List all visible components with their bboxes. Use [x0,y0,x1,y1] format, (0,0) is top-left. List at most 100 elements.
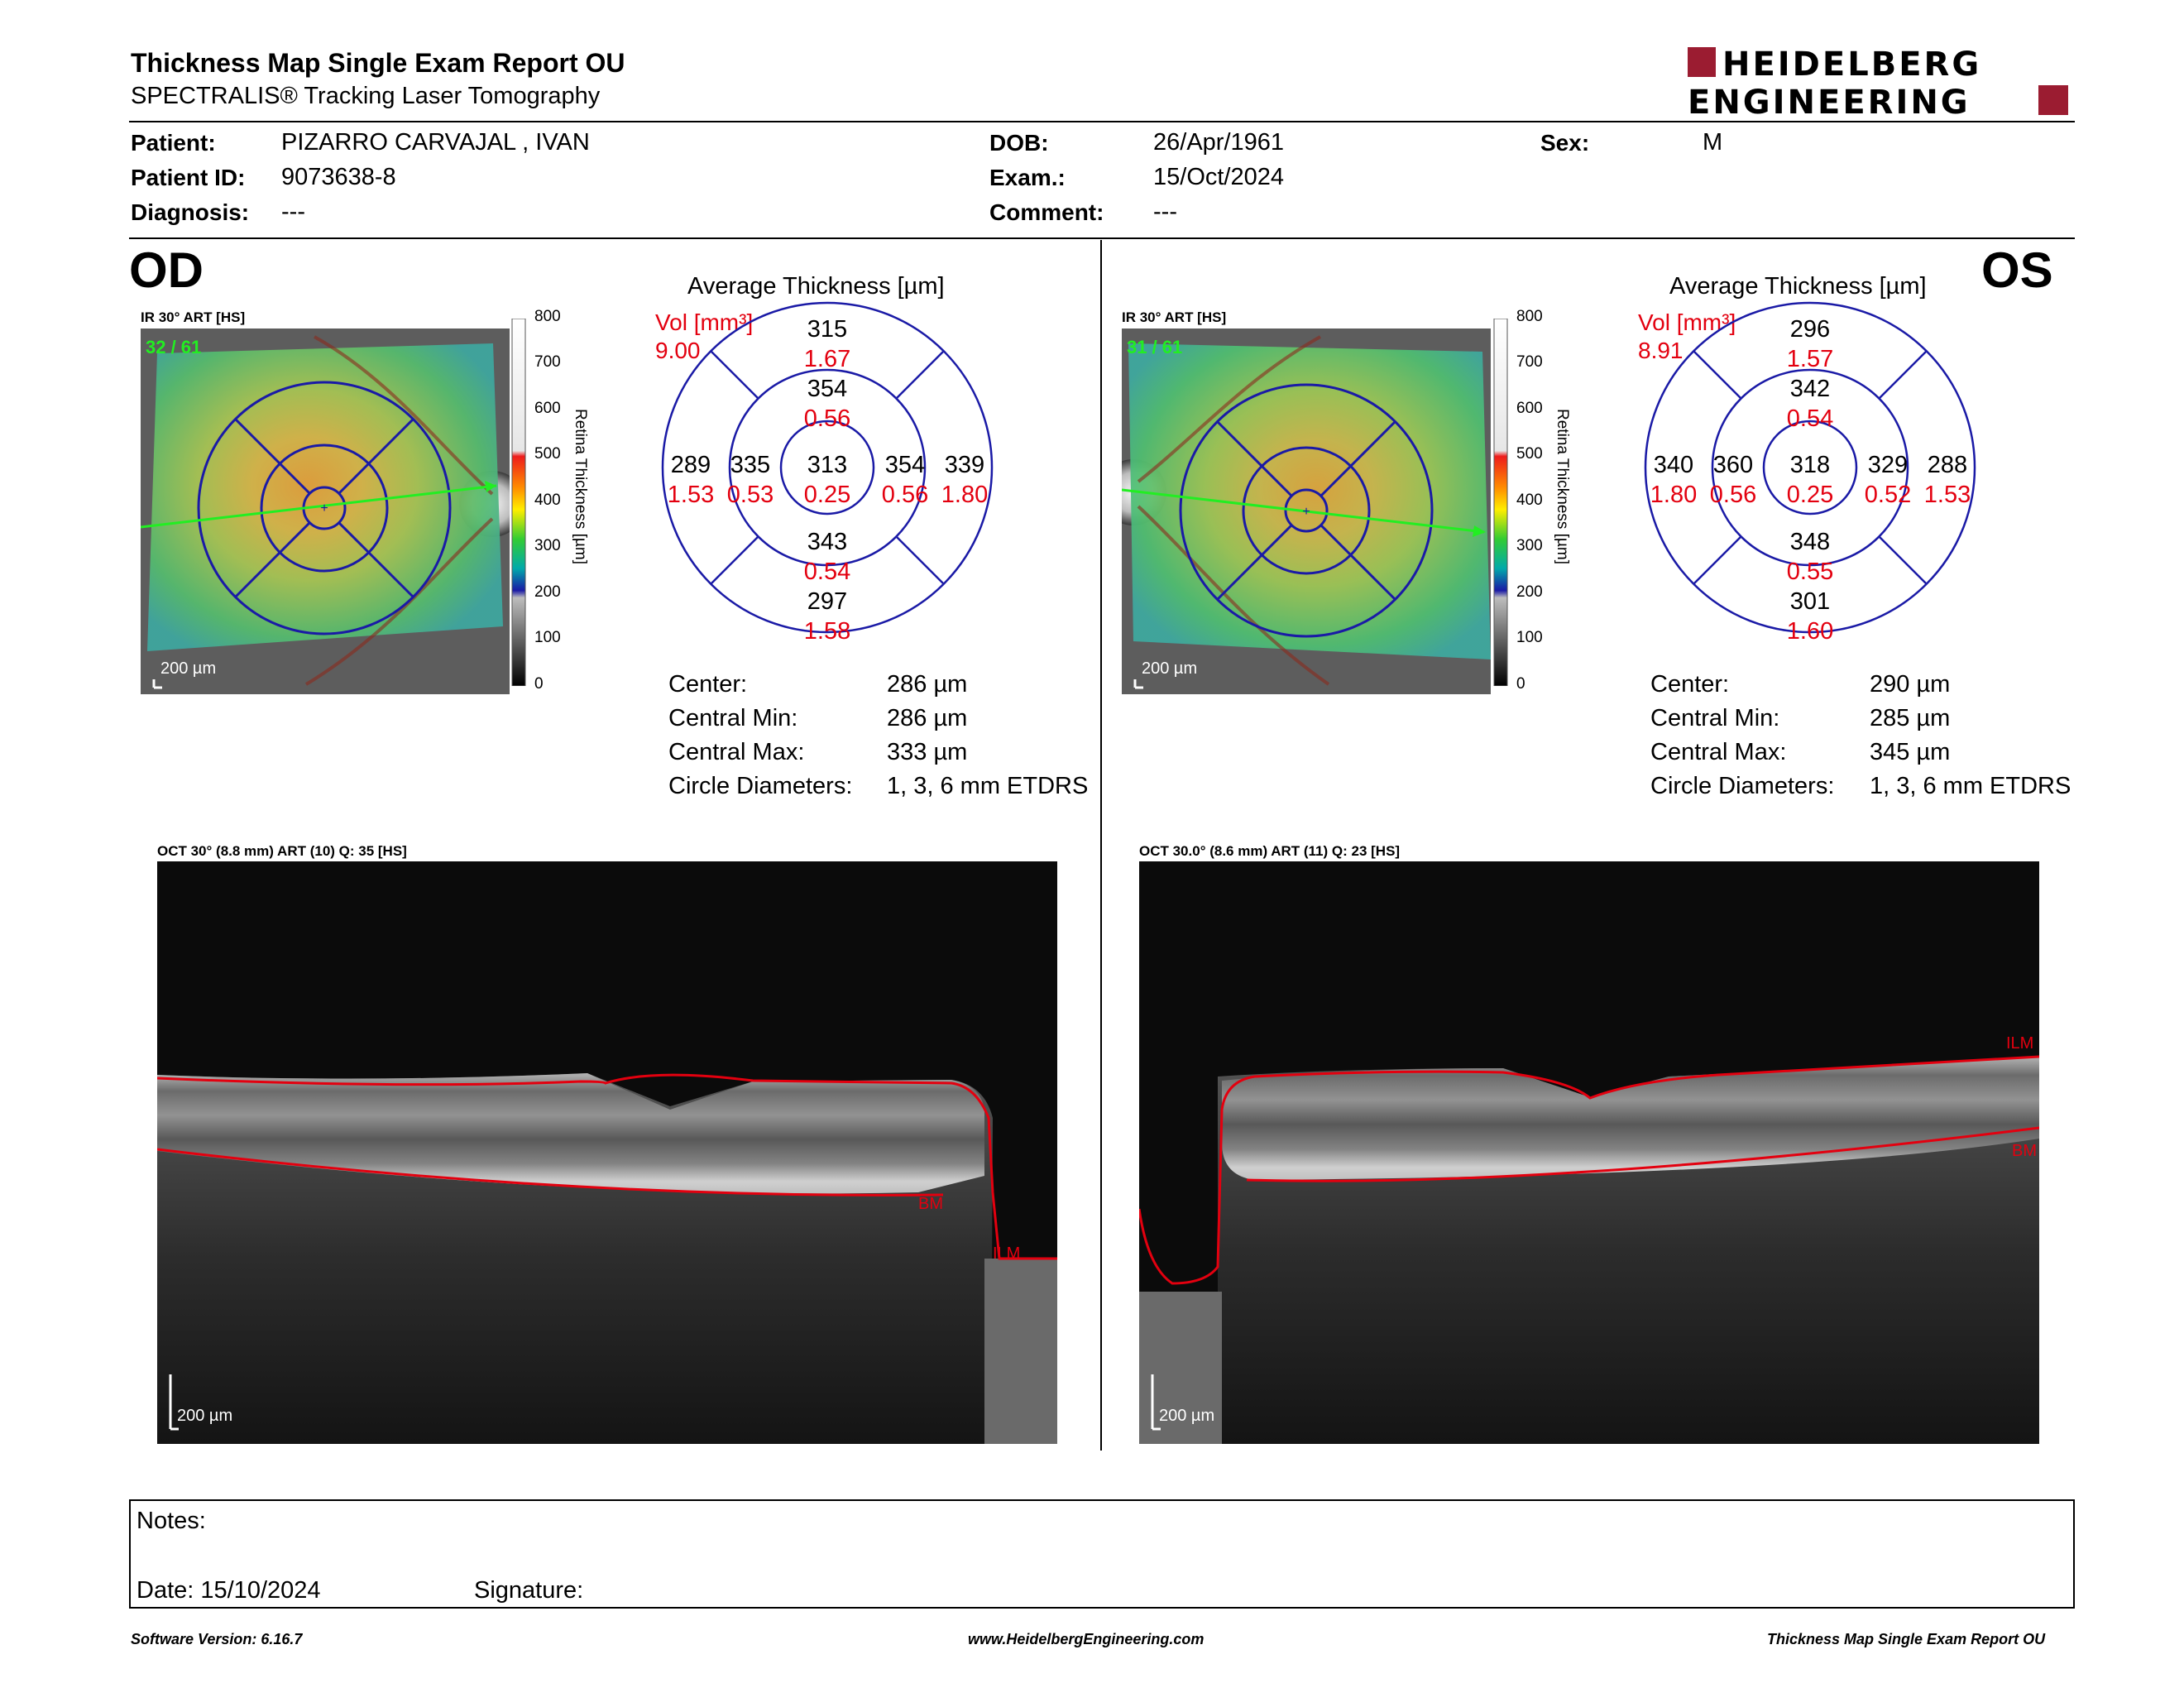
os-scale-tick: 400 [1516,492,1543,509]
od-scale-tick: 500 [534,445,561,463]
os-inner-inferior-volume: 0.55 [1787,559,1833,585]
comment-label: Comment: [989,199,1104,225]
os-outer-right-volume: 1.53 [1924,482,1971,508]
comment-value: --- [1153,199,1177,225]
od-scale-title: Retina Thickness [µm] [572,409,589,564]
od-fundus-label: IR 30° ART [HS] [141,309,246,325]
patient-id-label: Patient ID: [131,165,246,190]
od-oct-bm-label: BM [918,1195,943,1213]
os-scale-tick: 200 [1516,583,1543,601]
od-scale-tick: 600 [534,400,561,417]
sex-label: Sex: [1540,130,1590,156]
od-outer-right-thickness: 339 [945,452,984,478]
os-scale-tick: 600 [1516,400,1543,417]
os-center-thickness: 318 [1790,452,1830,478]
signature-label: Signature: [474,1577,584,1604]
exam-label: Exam.: [989,165,1066,190]
os-stat-value: 1, 3, 6 mm ETDRS [1870,773,2071,799]
od-fundus-scale: 200 µm [160,659,216,678]
footer-report-name: Thickness Map Single Exam Report OU [1767,1631,2046,1647]
os-inner-superior-thickness: 342 [1790,376,1830,402]
header-divider [129,121,2075,122]
od-stat-label: Central Min: [668,705,798,731]
os-outer-left-volume: 1.80 [1650,482,1697,508]
os-fundus-image: + 31 / 61 200 µm [1122,328,1491,694]
diagnosis-label: Diagnosis: [131,199,250,225]
od-avg-thickness-title: Average Thickness [µm] [687,273,945,300]
os-scale-tick: 700 [1516,353,1543,371]
od-stat-value: 333 µm [887,739,968,765]
os-scale-tick: 500 [1516,445,1543,463]
os-oct-label: OCT 30.0° (8.6 mm) ART (11) Q: 23 [HS] [1139,843,1401,859]
report-title: Thickness Map Single Exam Report OU [131,48,625,78]
os-outer-inferior-volume: 1.60 [1787,618,1833,645]
os-fundus-label: IR 30° ART [HS] [1122,309,1227,325]
od-inner-left-volume: 0.53 [727,482,774,508]
os-outer-left-thickness: 340 [1654,452,1693,478]
software-version: Software Version: 6.16.7 [131,1631,303,1647]
notes-label: Notes: [136,1508,206,1534]
os-stat-value: 345 µm [1870,739,1951,765]
os-stat-value: 290 µm [1870,671,1951,698]
od-scale-tick: 0 [534,675,544,693]
logo-line1: HEIDELBERG [1722,46,1981,84]
os-vol-total: 8.91 [1638,338,1684,363]
os-oct-ilm-label: ILM [2006,1034,2033,1053]
od-scale-tick: 100 [534,629,561,646]
od-inner-superior-volume: 0.56 [804,405,850,432]
report-subtitle: SPECTRALIS® Tracking Laser Tomography [131,83,601,109]
od-inner-left-thickness: 335 [730,452,770,478]
od-scale-tick: 400 [534,492,561,509]
os-stat-label: Center: [1650,671,1730,698]
od-outer-inferior-thickness: 297 [807,588,847,615]
dob-value: 26/Apr/1961 [1153,129,1285,156]
os-center-volume: 0.25 [1787,482,1833,508]
od-inner-right-volume: 0.56 [882,482,928,508]
od-oct-ilm-label: ILM [993,1244,1020,1263]
os-stat-label: Central Max: [1650,739,1787,765]
heidelberg-logo: HEIDELBERG ENGINEERING [1688,46,2072,122]
os-avg-thickness-title: Average Thickness [µm] [1669,273,1927,300]
od-outer-right-volume: 1.80 [941,482,988,508]
os-inner-superior-volume: 0.54 [1787,405,1833,432]
od-color-scale-bar [511,318,526,687]
dob-label: DOB: [989,130,1049,156]
svg-text:+: + [1302,505,1310,519]
od-center-volume: 0.25 [804,482,850,508]
od-scale-tick: 300 [534,537,561,554]
sex-value: M [1703,129,1723,156]
info-divider [129,237,2075,239]
od-etdrs-grid: 315 1.67 354 0.56 289 1.53 335 0.53 313 … [661,301,994,645]
od-scale-tick: 700 [534,353,561,371]
os-inner-inferior-thickness: 348 [1790,529,1830,555]
od-outer-superior-thickness: 315 [807,316,847,343]
od-vol-total: 9.00 [655,338,701,363]
os-stat-value: 285 µm [1870,705,1951,731]
os-eye-label: OS [1981,242,2053,298]
patient-label: Patient: [131,130,216,156]
od-oct-label: OCT 30° (8.8 mm) ART (10) Q: 35 [HS] [157,843,407,859]
od-stat-value: 286 µm [887,705,968,731]
notes-box[interactable] [129,1499,2075,1609]
os-scale-title: Retina Thickness [µm] [1554,409,1571,564]
center-divider [1100,240,1102,1451]
os-outer-superior-volume: 1.57 [1787,346,1833,372]
od-scale-tick: 800 [534,308,561,325]
os-fundus-count: 31 / 61 [1127,337,1182,357]
od-oct-bscan: BM ILM 200 µm [157,861,1057,1444]
od-oct-scale: 200 µm [177,1407,232,1425]
diagnosis-value: --- [281,199,305,225]
od-outer-superior-volume: 1.67 [804,346,850,372]
os-inner-right-volume: 0.52 [1865,482,1911,508]
os-color-scale-bar [1493,318,1508,687]
patient-name: PIZARRO CARVAJAL , IVAN [281,129,590,156]
website-link[interactable]: www.HeidelbergEngineering.com [968,1631,1205,1647]
logo-line2: ENGINEERING [1688,84,1971,117]
od-center-thickness: 313 [807,452,847,478]
os-scale-tick: 800 [1516,308,1543,325]
exam-value: 15/Oct/2024 [1153,164,1284,190]
od-outer-left-thickness: 289 [671,452,711,478]
od-inner-inferior-thickness: 343 [807,529,847,555]
os-inner-left-thickness: 360 [1713,452,1753,478]
os-stat-label: Circle Diameters: [1650,773,1835,799]
